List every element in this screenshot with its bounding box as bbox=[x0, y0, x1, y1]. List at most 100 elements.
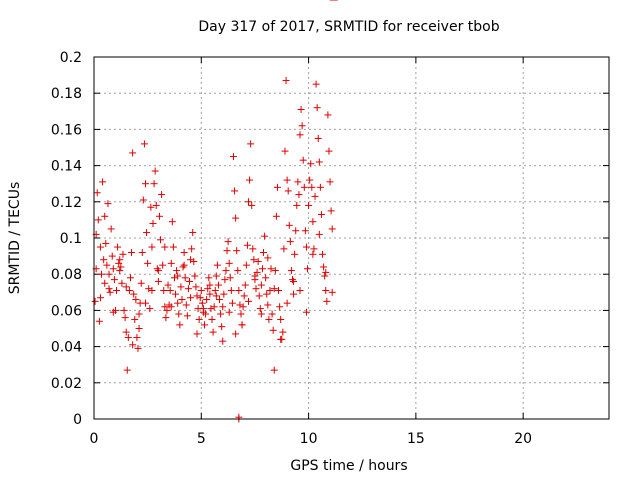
data-point bbox=[277, 335, 285, 343]
data-point bbox=[245, 198, 252, 206]
data-point bbox=[183, 312, 191, 320]
data-point bbox=[177, 283, 185, 291]
data-point bbox=[319, 250, 327, 258]
data-point bbox=[328, 288, 336, 296]
data-point bbox=[155, 212, 163, 220]
data-point bbox=[142, 299, 149, 307]
data-point bbox=[172, 290, 180, 298]
data-point bbox=[146, 305, 154, 313]
data-point bbox=[124, 334, 132, 342]
data-point bbox=[135, 310, 143, 318]
data-point bbox=[211, 286, 219, 294]
data-point bbox=[101, 212, 109, 220]
data-point bbox=[237, 310, 245, 318]
data-point bbox=[147, 203, 155, 211]
plot-frame bbox=[93, 56, 610, 420]
data-point bbox=[243, 241, 251, 249]
data-point bbox=[206, 281, 214, 289]
data-point bbox=[231, 187, 239, 195]
data-point bbox=[131, 315, 139, 323]
data-point bbox=[170, 274, 178, 282]
data-point bbox=[208, 315, 216, 323]
data-point bbox=[109, 308, 117, 316]
data-point bbox=[328, 225, 336, 233]
data-point bbox=[326, 178, 334, 186]
data-point bbox=[280, 245, 288, 253]
data-point bbox=[195, 315, 203, 323]
data-point bbox=[321, 272, 329, 280]
y-tick-label: 0.02 bbox=[51, 376, 82, 392]
data-point bbox=[290, 290, 298, 298]
data-point bbox=[256, 305, 264, 313]
data-point bbox=[228, 299, 236, 307]
x-tick-label: 15 bbox=[407, 431, 425, 447]
data-point bbox=[129, 149, 137, 157]
data-point bbox=[132, 296, 140, 304]
data-point bbox=[101, 279, 109, 287]
data-point bbox=[304, 265, 312, 273]
data-point bbox=[287, 267, 295, 275]
data-point bbox=[180, 248, 188, 256]
data-point bbox=[207, 305, 215, 313]
data-point bbox=[174, 272, 182, 280]
data-point bbox=[110, 276, 118, 284]
data-point bbox=[251, 276, 259, 284]
data-point bbox=[320, 263, 328, 271]
data-point bbox=[257, 310, 265, 318]
data-point bbox=[122, 328, 130, 336]
y-tick-label: 0.18 bbox=[51, 86, 82, 102]
data-point bbox=[164, 281, 172, 289]
data-point bbox=[187, 294, 195, 302]
grid-lines bbox=[94, 57, 609, 419]
data-point bbox=[159, 261, 167, 269]
data-point bbox=[263, 290, 271, 298]
data-point bbox=[148, 243, 156, 251]
data-point bbox=[197, 286, 205, 294]
data-point bbox=[292, 227, 300, 235]
data-point bbox=[174, 299, 182, 307]
data-point bbox=[312, 80, 320, 88]
data-point bbox=[184, 285, 192, 293]
data-point bbox=[225, 259, 233, 267]
y-tick-label: 0 bbox=[73, 412, 82, 428]
data-point bbox=[254, 258, 262, 266]
data-point bbox=[233, 247, 241, 255]
data-point bbox=[277, 315, 285, 323]
data-point bbox=[269, 326, 277, 334]
data-point bbox=[323, 297, 331, 305]
data-point bbox=[226, 274, 234, 282]
data-point bbox=[93, 189, 101, 197]
data-point bbox=[212, 292, 220, 300]
data-point bbox=[167, 259, 175, 267]
data-point bbox=[168, 218, 176, 226]
data-point bbox=[264, 301, 272, 309]
data-point bbox=[108, 252, 116, 260]
data-point bbox=[123, 366, 131, 374]
data-point bbox=[94, 216, 102, 224]
data-point bbox=[205, 274, 213, 282]
data-point bbox=[239, 303, 247, 311]
data-point bbox=[180, 261, 188, 269]
data-point bbox=[307, 160, 315, 168]
data-point bbox=[252, 285, 260, 293]
data-point bbox=[209, 328, 217, 336]
data-point bbox=[116, 267, 124, 275]
data-point bbox=[153, 265, 161, 273]
data-point bbox=[314, 134, 322, 142]
data-point bbox=[316, 183, 324, 191]
data-point bbox=[176, 321, 184, 329]
y-axis-title: SRMTID / TECUs bbox=[7, 182, 23, 295]
data-point bbox=[98, 270, 106, 278]
data-point bbox=[173, 267, 181, 275]
data-point bbox=[315, 230, 323, 238]
data-point bbox=[212, 272, 220, 280]
data-point bbox=[201, 321, 209, 329]
data-point bbox=[130, 290, 138, 298]
data-point bbox=[114, 243, 122, 251]
data-point bbox=[293, 201, 301, 209]
data-point bbox=[250, 256, 258, 264]
y-tick-label: 0.1 bbox=[60, 231, 82, 247]
data-point bbox=[134, 344, 142, 352]
data-point bbox=[107, 225, 115, 233]
